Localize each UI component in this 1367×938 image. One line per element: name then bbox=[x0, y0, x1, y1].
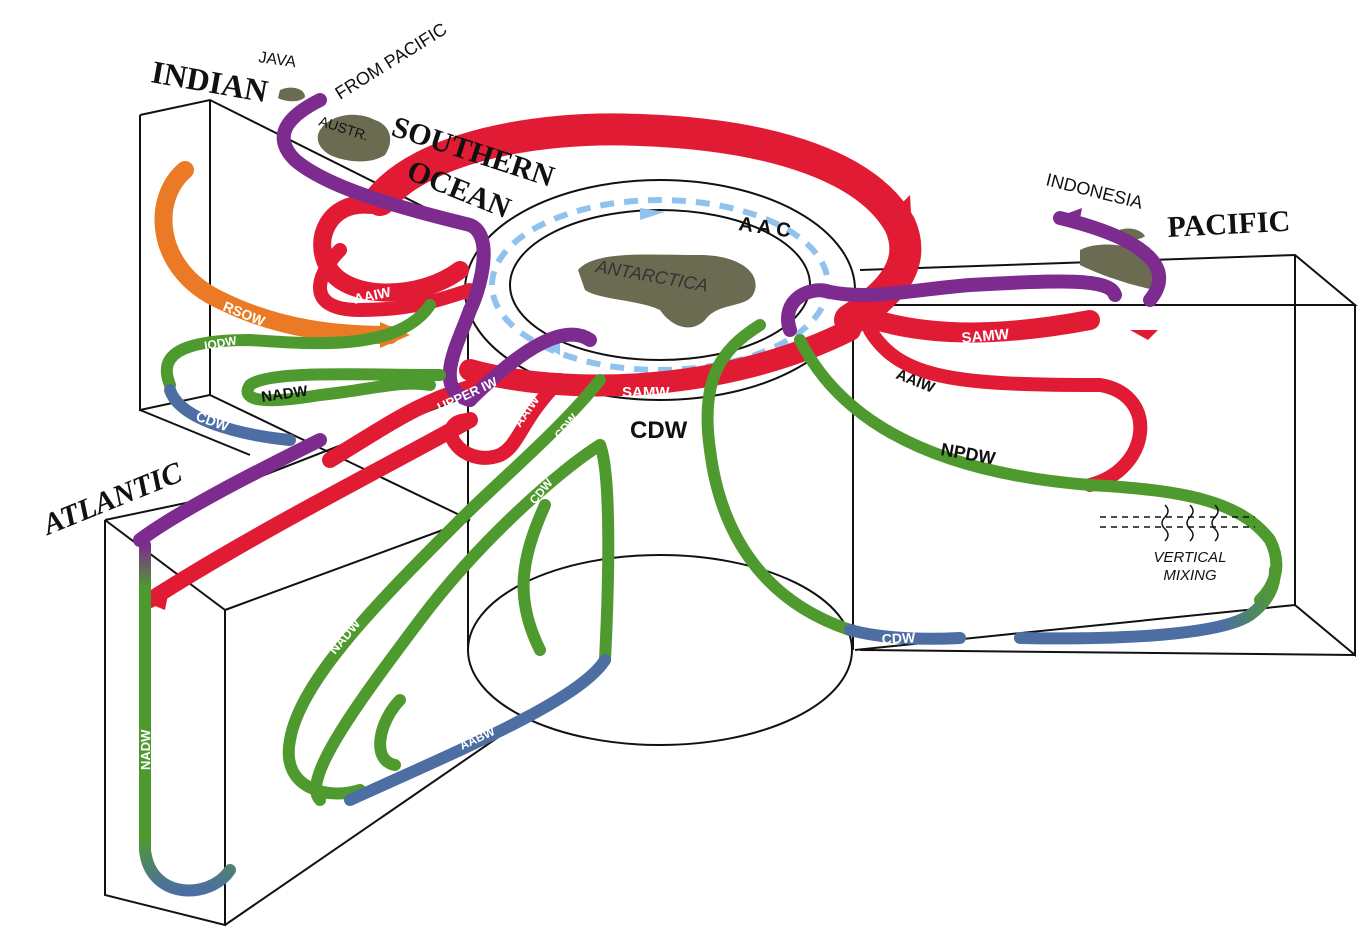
pacific-label: PACIFIC bbox=[1167, 205, 1291, 244]
from-pacific-label: FROM PACIFIC bbox=[332, 19, 451, 104]
samw-ring-top bbox=[364, 113, 922, 336]
samw-pacific-arrowhead bbox=[1130, 330, 1158, 340]
throughflow-atlantic bbox=[133, 433, 327, 547]
ring-arrowhead-right bbox=[890, 195, 912, 230]
aaiw-indian-loop bbox=[313, 243, 477, 317]
australia-shape bbox=[317, 114, 391, 162]
mixing-squiggle-1 bbox=[1161, 504, 1169, 542]
throughflow-arrowhead bbox=[1055, 208, 1082, 230]
samw-indian-label: SAMW bbox=[367, 250, 415, 277]
aabw-flow bbox=[344, 654, 611, 806]
central-cylinder-sides bbox=[467, 300, 854, 650]
aabw-label: AABW bbox=[457, 724, 497, 753]
nadw-indian-loop bbox=[241, 368, 446, 407]
cdw-pacific-return bbox=[1014, 564, 1281, 645]
cdw-inner-loop bbox=[517, 499, 551, 656]
vertical-mixing-marks bbox=[1100, 504, 1255, 542]
cdw-descending bbox=[594, 439, 615, 666]
mixing-label: MIXING bbox=[1163, 567, 1217, 584]
throughflow-center bbox=[463, 327, 597, 407]
java-shape bbox=[278, 87, 305, 102]
cdw-center-large-label: CDW bbox=[630, 417, 688, 444]
cdw-pacific-label: CDW bbox=[881, 629, 916, 647]
pacific-basin-box bbox=[854, 253, 1358, 658]
upper-iw-atlantic-arrowhead bbox=[140, 585, 170, 610]
indonesia-label: INDONESIA bbox=[1044, 169, 1145, 212]
nadw-atlantic-diagonal bbox=[310, 439, 606, 806]
rsow-flow bbox=[154, 161, 399, 344]
southern-ocean-circulation bbox=[142, 113, 1148, 608]
samw-pacific-band bbox=[850, 305, 1100, 343]
npdw-flow bbox=[794, 334, 1283, 606]
bottom-water-paths bbox=[164, 384, 966, 806]
samw-center-label: SAMW bbox=[622, 384, 670, 401]
vertical-mixing-caption: VERTICAL MIXING bbox=[1153, 549, 1226, 584]
throughflow-indonesia bbox=[1053, 211, 1167, 307]
cdw-indian-label: CDW bbox=[194, 408, 232, 435]
antarctica-shape bbox=[578, 254, 756, 328]
mixing-dashed-lines bbox=[1100, 516, 1255, 528]
cdw-indian bbox=[164, 384, 296, 446]
nadw-indian-label: NADW bbox=[260, 383, 309, 406]
samw-pacific-label: SAMW bbox=[961, 326, 1011, 347]
nadw-atlantic-vertical bbox=[139, 539, 236, 897]
land-masses bbox=[278, 87, 1166, 328]
throughflow-paths bbox=[133, 93, 1167, 547]
vertical-label: VERTICAL bbox=[1153, 549, 1226, 566]
mixing-squiggle-2 bbox=[1186, 504, 1194, 542]
mixing-squiggle-3 bbox=[1211, 504, 1219, 542]
java-label: JAVA bbox=[257, 49, 297, 71]
cdw-pacific-descent bbox=[701, 319, 856, 636]
ring-arrowhead-top bbox=[520, 118, 555, 140]
iodw-flow bbox=[160, 299, 436, 391]
deep-water-paths bbox=[160, 299, 1283, 806]
cdw-atlantic-diagonal bbox=[282, 374, 606, 800]
throughflow-pacific bbox=[781, 274, 1122, 337]
aaiw-pacific-loop bbox=[863, 323, 1148, 492]
nadw-inner-loop bbox=[374, 694, 406, 771]
throughflow-indian bbox=[276, 93, 491, 407]
samw-center-band bbox=[459, 319, 861, 397]
cdw-pacific-bottom bbox=[844, 624, 966, 645]
nadw-atlantic-vert-label: NADW bbox=[138, 729, 153, 770]
aaiw-indian-label: AAIW bbox=[352, 283, 393, 307]
iodw-label: IODW bbox=[203, 333, 238, 353]
upper-iw-atlantic bbox=[142, 412, 478, 608]
central-cylinder-bottom bbox=[467, 554, 853, 746]
acc-arrowhead-top bbox=[640, 208, 665, 220]
